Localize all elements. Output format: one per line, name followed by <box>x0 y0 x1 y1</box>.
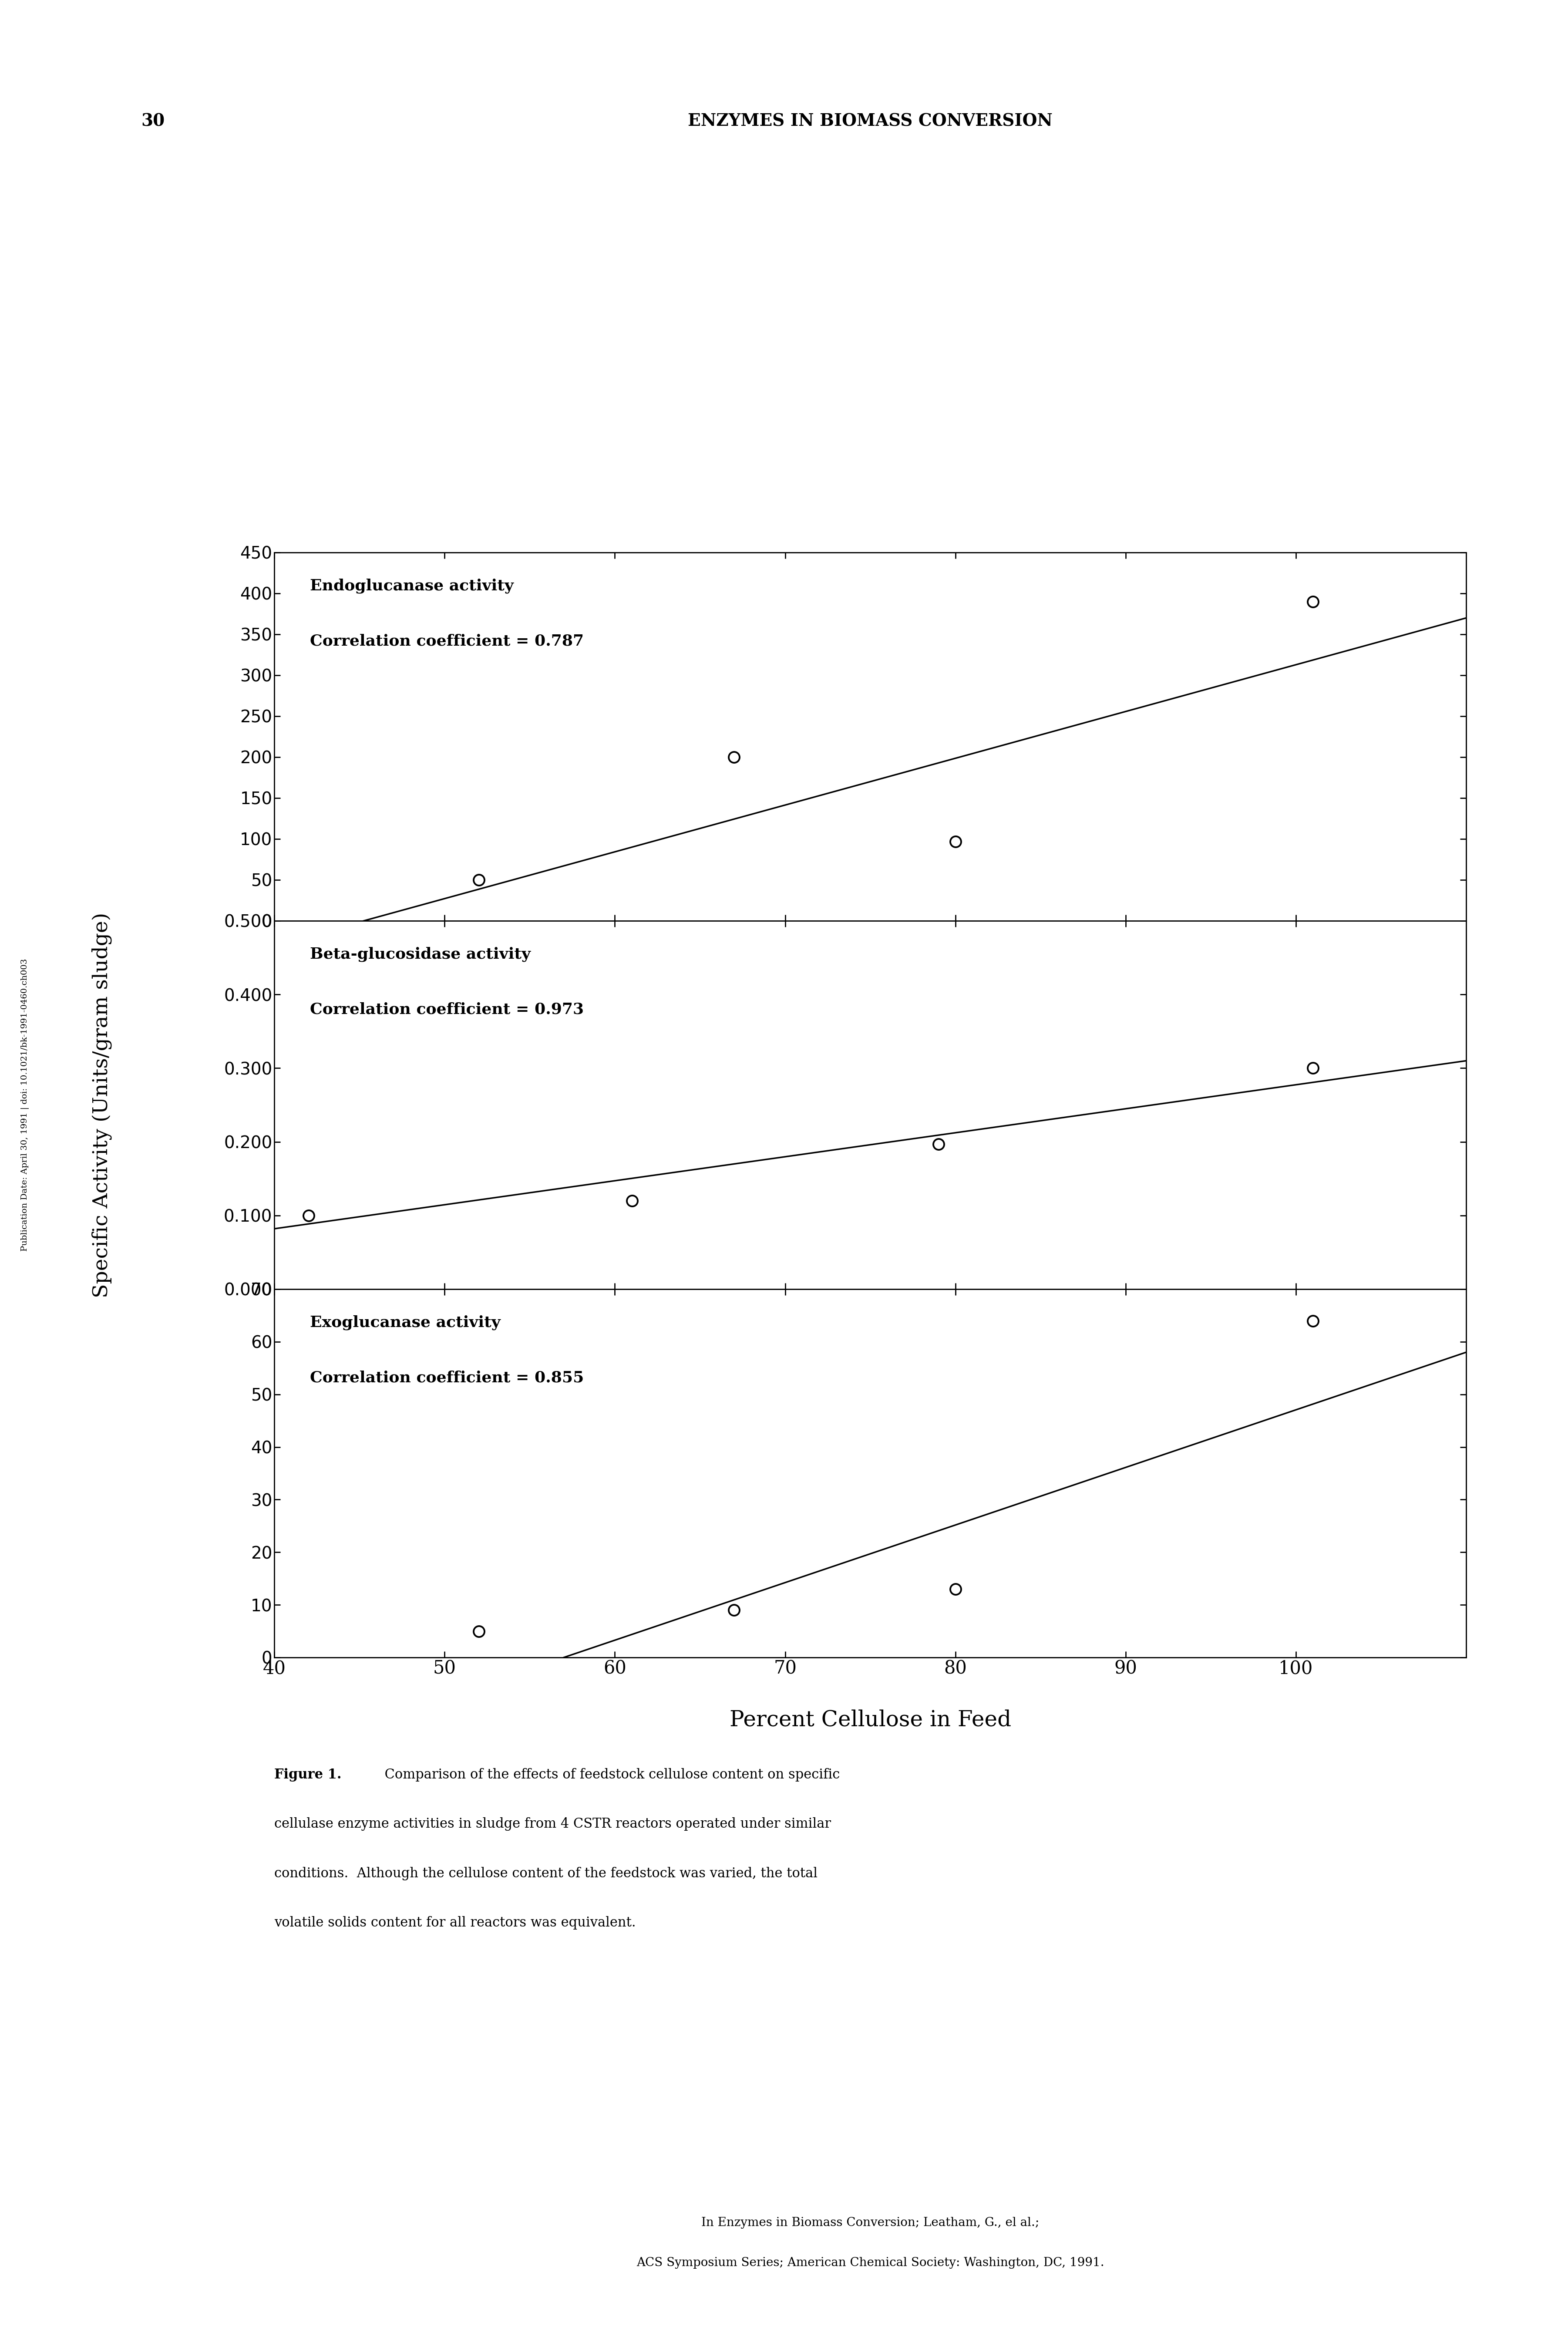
Text: Correlation coefficient = 0.855: Correlation coefficient = 0.855 <box>310 1371 585 1385</box>
Text: ENZYMES IN BIOMASS CONVERSION: ENZYMES IN BIOMASS CONVERSION <box>688 113 1052 129</box>
Text: conditions.  Although the cellulose content of the feedstock was varied, the tot: conditions. Although the cellulose conte… <box>274 1867 817 1881</box>
Text: Comparison of the effects of feedstock cellulose content on specific: Comparison of the effects of feedstock c… <box>376 1768 840 1782</box>
Text: ACS Symposium Series; American Chemical Society: Washington, DC, 1991.: ACS Symposium Series; American Chemical … <box>637 2257 1104 2269</box>
Text: Endoglucanase activity: Endoglucanase activity <box>310 578 514 592</box>
Text: Specific Activity (Units/gram sludge): Specific Activity (Units/gram sludge) <box>93 912 111 1298</box>
Text: In Enzymes in Biomass Conversion; Leatham, G., el al.;: In Enzymes in Biomass Conversion; Leatha… <box>701 2217 1040 2229</box>
Text: Correlation coefficient = 0.973: Correlation coefficient = 0.973 <box>310 1002 583 1016</box>
Text: Figure 1.: Figure 1. <box>274 1768 342 1782</box>
Text: 30: 30 <box>141 113 165 129</box>
Text: volatile solids content for all reactors was equivalent.: volatile solids content for all reactors… <box>274 1916 637 1930</box>
Text: Publication Date: April 30, 1991 | doi: 10.1021/bk-1991-0460.ch003: Publication Date: April 30, 1991 | doi: … <box>20 959 30 1251</box>
Text: Correlation coefficient = 0.787: Correlation coefficient = 0.787 <box>310 632 583 649</box>
Text: Percent Cellulose in Feed: Percent Cellulose in Feed <box>729 1709 1011 1730</box>
Text: Beta-glucosidase activity: Beta-glucosidase activity <box>310 947 532 962</box>
Text: Exoglucanase activity: Exoglucanase activity <box>310 1314 500 1331</box>
Text: cellulase enzyme activities in sludge from 4 CSTR reactors operated under simila: cellulase enzyme activities in sludge fr… <box>274 1817 831 1831</box>
